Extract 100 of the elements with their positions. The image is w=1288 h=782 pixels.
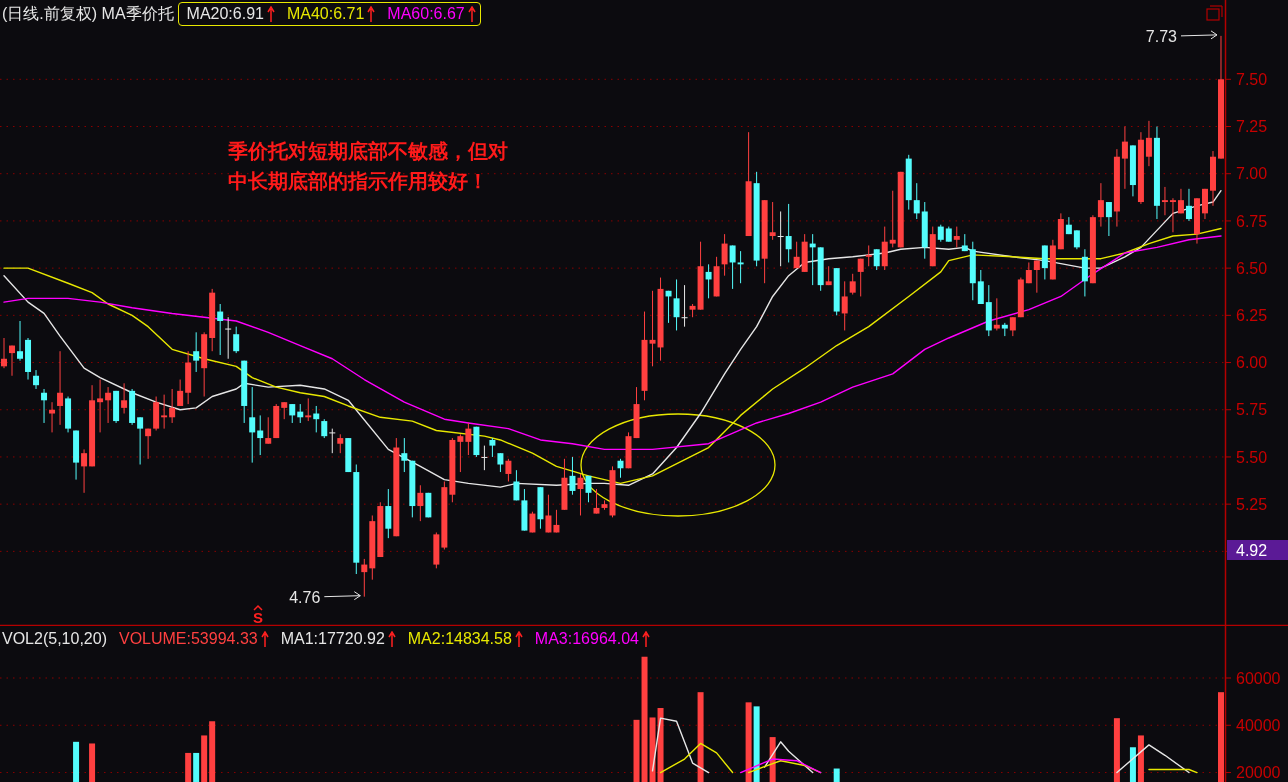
annotation: S — [252, 609, 264, 626]
candlestick — [161, 394, 168, 430]
candlestick — [1009, 316, 1016, 337]
y-tick-label: 7.25 — [1236, 118, 1268, 136]
candlestick — [81, 448, 88, 494]
candlestick — [873, 248, 880, 271]
text: MA1:17720.92 — [280, 629, 385, 649]
text: MA60:6.67 — [387, 4, 465, 24]
candlestick — [329, 428, 336, 454]
candlestick — [993, 297, 1000, 331]
candlestick — [673, 278, 680, 331]
candlestick — [737, 250, 744, 284]
candlestick — [617, 458, 624, 479]
candlestick — [1177, 188, 1184, 214]
chart-title: (日线.前复权) MA季价托 — [2, 4, 174, 24]
line-series — [651, 717, 710, 774]
candlestick — [1105, 201, 1112, 237]
candlestick — [17, 320, 24, 362]
candlestick — [1041, 244, 1048, 280]
candlestick — [577, 473, 584, 516]
candlestick — [681, 284, 688, 328]
candlestick — [457, 433, 464, 473]
line-series — [3, 235, 1222, 451]
candlestick — [913, 182, 920, 220]
candlestick — [97, 379, 104, 433]
candlestick — [257, 414, 264, 456]
candlestick — [57, 350, 64, 426]
text: 4.92 — [1236, 541, 1268, 559]
candlestick — [137, 416, 144, 465]
candlestick — [225, 316, 232, 360]
candlestick — [889, 190, 896, 248]
candlestick — [585, 475, 592, 503]
candlestick — [105, 386, 112, 424]
y-tick-label: 7.00 — [1236, 165, 1268, 183]
candlestick — [33, 369, 40, 390]
candlestick — [841, 280, 848, 331]
candlestick — [305, 397, 312, 422]
y-tick-label: 6.25 — [1236, 306, 1268, 324]
candlestick — [121, 382, 128, 415]
candlestick — [385, 488, 392, 539]
candlestick — [793, 241, 800, 269]
y-tick-label: 40000 — [1236, 716, 1281, 734]
candlestick — [505, 458, 512, 482]
annotation: 7.73 — [1145, 27, 1178, 45]
candlestick — [649, 290, 656, 367]
candlestick — [849, 273, 856, 296]
candlestick — [1121, 126, 1128, 190]
candlestick — [865, 244, 872, 267]
candlestick — [721, 233, 728, 277]
line-series — [763, 741, 814, 774]
candlestick — [41, 388, 48, 424]
candlestick — [545, 494, 552, 533]
candlestick — [785, 203, 792, 263]
candlestick — [9, 345, 16, 377]
text: MA40:6.71 — [286, 4, 365, 24]
candlestick — [1161, 186, 1168, 216]
candlestick — [217, 303, 224, 356]
chart-title: VOL2(5,10,20) — [2, 629, 107, 649]
candlestick — [569, 456, 576, 496]
candlestick — [489, 437, 496, 458]
candlestick — [465, 422, 472, 456]
y-tick-label: 6.50 — [1236, 259, 1268, 277]
candlestick — [193, 331, 200, 373]
candlestick — [481, 445, 488, 471]
y-tick-label: 5.50 — [1236, 448, 1268, 466]
y-tick-label: 60000 — [1236, 669, 1281, 687]
candlestick — [417, 484, 424, 522]
candlestick — [769, 201, 776, 241]
candlestick — [497, 452, 504, 473]
candlestick — [1065, 216, 1072, 235]
candlestick — [337, 433, 344, 454]
y-tick-label: 5.25 — [1236, 495, 1268, 513]
candlestick — [593, 488, 600, 515]
text: MA3:16964.04 — [534, 629, 639, 649]
candlestick — [1169, 197, 1176, 233]
candlestick — [729, 244, 736, 290]
candlestick — [1145, 120, 1152, 167]
candlestick — [289, 403, 296, 424]
annotation: 4.76 — [289, 588, 321, 606]
candlestick — [145, 428, 152, 460]
candlestick — [705, 263, 712, 299]
candlestick — [977, 269, 984, 305]
text: VOLUME:53994.33 — [118, 629, 258, 649]
candlestick — [857, 258, 864, 297]
candlestick — [1, 337, 7, 369]
candlestick — [1033, 260, 1040, 294]
candlestick — [177, 379, 184, 407]
candlestick — [321, 418, 328, 439]
y-tick-label: 7.50 — [1236, 70, 1268, 88]
text: MA2:14834.58 — [407, 629, 512, 649]
candlestick — [169, 388, 176, 424]
candlestick — [953, 226, 960, 248]
annotation: 季价托对短期底部不敏感，但对中长期底部的指示作用较好！ — [227, 140, 508, 192]
candlestick — [233, 326, 240, 354]
y-tick-label: 6.00 — [1236, 354, 1268, 372]
candlestick — [1097, 182, 1104, 228]
candlestick — [265, 416, 272, 445]
candlestick — [361, 558, 368, 598]
y-tick-label: 6.75 — [1236, 212, 1268, 230]
candlestick — [49, 401, 56, 433]
